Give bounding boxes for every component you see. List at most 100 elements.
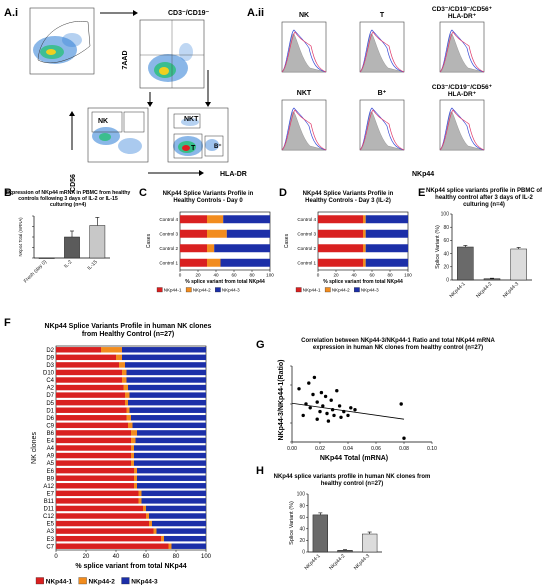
segment-nkp44-1-d6 <box>56 415 127 421</box>
label-cd56: CD56 <box>70 174 77 192</box>
segment-nkp44-1-c9 <box>56 422 128 429</box>
segment-nkp44-2-a2 <box>123 384 128 391</box>
segment-nkp44-3-d5 <box>128 399 206 406</box>
segment-nkp44-1-control-3 <box>318 229 363 238</box>
legend-swatch-nkp44-2 <box>324 287 331 293</box>
segment-nkp44-1-control-4 <box>318 215 363 224</box>
chart-h-title: NKp44 splice variants profile in human N… <box>274 474 431 487</box>
histogram-xlabel: NKp44 <box>412 171 434 178</box>
category-label: E7 <box>47 491 55 497</box>
segment-nkp44-2-d6 <box>126 415 131 421</box>
histogram-title: NK <box>299 12 309 19</box>
x-tick-label: 40 <box>213 273 219 278</box>
x-tick-label: 0 <box>54 554 58 560</box>
segment-nkp44-3-e5 <box>152 520 206 527</box>
x-tick-label: 40 <box>113 554 120 560</box>
segment-nkp44-3-c9 <box>132 422 206 429</box>
segment-nkp44-1-d7 <box>56 392 125 398</box>
segment-nkp44-1-e7 <box>56 490 139 497</box>
segment-nkp44-1-e4 <box>56 437 131 444</box>
segment-nkp44-1-b6 <box>56 430 131 436</box>
category-label: A9 <box>47 454 55 460</box>
label-b-gate: B⁺ <box>214 143 222 150</box>
flow-plot-fsc-ssc <box>29 7 95 75</box>
segment-nkp44-3-d6 <box>131 415 206 421</box>
segment-nkp44-3-d1 <box>129 407 206 413</box>
segment-nkp44-2-d3 <box>119 362 125 368</box>
segment-nkp44-3-d10 <box>126 369 206 376</box>
segment-nkp44-1-c12 <box>56 513 146 519</box>
category-label: Control 2 <box>297 246 316 251</box>
histogram-title-line1: CD3⁻/CD19⁻/CD56⁺ <box>432 6 493 13</box>
segment-nkp44-3-d11 <box>146 505 206 512</box>
segment-nkp44-1-d9 <box>56 354 116 361</box>
category-label: E3 <box>47 537 55 543</box>
y-axis-label: Cases <box>146 233 152 248</box>
scatter-point <box>308 406 312 410</box>
nkp44-histogram-red <box>359 109 405 151</box>
segment-nkp44-2-d11 <box>143 505 146 512</box>
y-tick-label: 60 <box>443 238 449 244</box>
scatter-point <box>315 417 319 421</box>
segment-nkp44-3-e4 <box>135 437 206 444</box>
y-axis-label: NKp44 Total (mRNA) <box>18 217 23 257</box>
flow-plot-nkt-b <box>167 107 229 163</box>
segment-nkp44-2-control-2 <box>363 244 366 253</box>
chart-c-title: NKp44 Splice Variants Profile in Healthy … <box>163 191 254 204</box>
segment-nkp44-2-control-1 <box>363 258 366 267</box>
nkp44-histogram-red <box>439 31 485 73</box>
segment-nkp44-3-c12 <box>149 513 206 519</box>
segment-nkp44-2-control-4 <box>363 215 366 224</box>
chart-g-title: Correlation between NKp44-3/NKp44-1 Rati… <box>301 338 495 351</box>
segment-nkp44-2-control-3 <box>207 229 227 238</box>
y-tick-label: 20 <box>443 265 449 271</box>
category-label: B9 <box>47 476 55 482</box>
category-label: A4 <box>47 446 55 452</box>
category-label: D6 <box>46 416 54 422</box>
segment-nkp44-1-a2 <box>56 384 124 391</box>
segment-nkp44-3-control-4 <box>365 215 408 224</box>
x-tick-label: 0.00 <box>287 446 297 452</box>
x-axis-label: % splice variant from total NKp44 <box>185 279 265 285</box>
histogram-title-line1: CD3⁻/CD19⁻/CD56⁺ <box>432 84 493 91</box>
x-tick-label: 0 <box>317 273 320 278</box>
nkp44-histogram-red <box>281 109 327 151</box>
category-label: Control 3 <box>297 231 316 236</box>
plot-frame <box>317 211 409 271</box>
category-label: E5 <box>47 522 55 528</box>
nkp44-histogram-blue <box>439 29 485 73</box>
segment-nkp44-1-a9 <box>56 452 131 459</box>
category-label: B11 <box>44 499 55 505</box>
segment-nkp44-1-d2 <box>56 347 101 353</box>
bar-il-15 <box>89 225 106 259</box>
legend-swatch-nkp44-1 <box>35 577 44 585</box>
y-axis-label: Splice Variant (%) <box>435 225 441 269</box>
y-tick-label: 80 <box>443 225 449 231</box>
segment-nkp44-2-b6 <box>131 430 137 436</box>
segment-nkp44-1-control-1 <box>318 258 363 267</box>
segment-nkp44-3-b11 <box>141 498 206 504</box>
histogram-5: B⁺ <box>359 90 405 151</box>
segment-nkp44-3-a4 <box>134 445 206 451</box>
legend-swatch-nkp44-3 <box>121 577 130 585</box>
segment-nkp44-2-c12 <box>146 513 149 519</box>
legend-swatch-nkp44-2 <box>185 287 192 293</box>
category-label: C12 <box>43 514 55 520</box>
legend-label-nkp44-3: NKp44-3 <box>222 288 240 293</box>
segment-nkp44-3-control-3 <box>365 229 408 238</box>
panel-label-d: D <box>279 187 287 199</box>
category-label: Control 1 <box>159 260 178 265</box>
segment-nkp44-3-c7 <box>171 543 206 549</box>
chart-b-title: Expression of NKp44 mRNA in PBMC from he… <box>6 190 131 208</box>
plot-frame <box>179 211 271 271</box>
segment-nkp44-1-e3 <box>56 535 161 542</box>
segment-nkp44-2-c7 <box>168 543 172 549</box>
legend-label-nkp44-3: NKp44-3 <box>131 579 158 586</box>
histogram-title: T <box>380 12 385 19</box>
segment-nkp44-1-a4 <box>56 445 131 451</box>
category-label: D9 <box>46 355 54 361</box>
segment-nkp44-3-control-2 <box>214 244 270 253</box>
segment-nkp44-1-a12 <box>56 483 134 489</box>
